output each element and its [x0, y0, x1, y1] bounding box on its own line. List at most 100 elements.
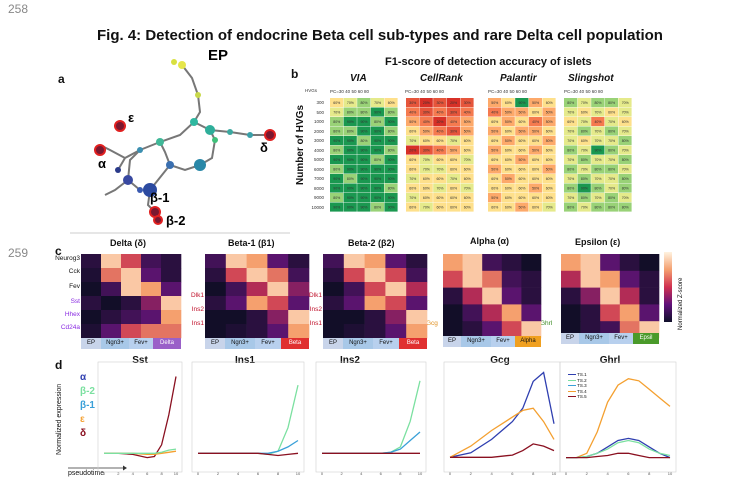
hvg-tick: 5000	[313, 157, 324, 162]
f1-cell	[406, 136, 420, 146]
f1-cell	[419, 155, 433, 165]
f1-cell-label: 60%	[423, 139, 430, 143]
f1-cell	[542, 117, 556, 127]
heatmap-cell	[600, 254, 621, 272]
f1-cell	[433, 155, 447, 165]
f1-cell	[577, 202, 591, 212]
f1-cell-label: 60%	[409, 158, 416, 162]
gene-title-ins2: Ins2	[339, 355, 360, 366]
heatmap-cell	[246, 268, 268, 283]
group-ngn3: Ngn3+	[461, 336, 491, 347]
f1-cell	[577, 126, 591, 136]
f1-cell	[604, 136, 618, 146]
f1-cell	[488, 107, 502, 117]
heatmap-cell	[141, 254, 162, 269]
f1-cell-label: 70%	[622, 149, 629, 153]
f1-cell	[577, 117, 591, 127]
f1-cell	[501, 155, 515, 165]
f1-cell-label: 90%	[360, 206, 367, 210]
group-fev: Fev+	[373, 338, 399, 349]
f1-cell-label: 60%	[464, 149, 471, 153]
f1-cell-label: 60%	[546, 130, 553, 134]
f1-cell	[460, 136, 474, 146]
f1-cell	[564, 126, 578, 136]
f1-cell-label: 50%	[518, 158, 525, 162]
heatmap-cell	[462, 321, 483, 339]
f1-cell-label: 60%	[581, 111, 588, 115]
zscore-colorbar	[664, 252, 672, 322]
heatmap-cell	[121, 282, 142, 297]
group-delta: Delta	[153, 338, 181, 349]
f1-cell-label: 60%	[491, 139, 498, 143]
heatmap-cell	[482, 254, 503, 272]
f1-cell-label: 70%	[450, 177, 457, 181]
heatmap-cell	[288, 324, 310, 339]
f1-cell-label: 70%	[608, 187, 615, 191]
f1-cell-label: 80%	[608, 206, 615, 210]
f1-cell-label: 60%	[436, 158, 443, 162]
f1-cell-label: 60%	[491, 177, 498, 181]
heatmap-cell	[639, 304, 660, 322]
f1-cell	[343, 98, 357, 108]
x-tick-label: 0	[449, 471, 452, 476]
row-label-cd24a: Cd24a	[60, 324, 80, 331]
gene-title-sst: Sst	[132, 355, 148, 366]
heatmap-cell	[462, 270, 483, 288]
heatmap-cell	[288, 268, 310, 283]
f1-cell-label: 70%	[567, 177, 574, 181]
heatmap-cell	[406, 324, 428, 339]
heatmap-cell	[121, 310, 142, 325]
f1-cell	[406, 155, 420, 165]
group-ngn3: Ngn3+	[343, 338, 373, 349]
f1-cell	[501, 164, 515, 174]
f1-cell-label: 70%	[464, 158, 471, 162]
f1-cell	[384, 98, 398, 108]
f1-cell	[370, 145, 384, 155]
f1-cell	[460, 174, 474, 184]
f1-cell	[330, 174, 344, 184]
heatmap-cell	[639, 287, 660, 305]
f1-cell	[604, 174, 618, 184]
heatmap-cell	[521, 254, 542, 272]
label-beta2: β-2	[166, 213, 186, 228]
f1-cell-label: 50%	[532, 130, 539, 134]
f1-cell-label: 50%	[518, 111, 525, 115]
f1-cell-label: 60%	[491, 120, 498, 124]
f1-cell	[591, 136, 605, 146]
f1-title: F1-score of detection accuracy of islets	[385, 56, 592, 68]
f1-cell-label: 60%	[505, 196, 512, 200]
f1-cell-label: 60%	[450, 158, 457, 162]
expression-line-plots: 0 2 4 6 8 10 0 2 4 6 8 10 0 2 4 6 8 10 0 2 4 6 8 10 0 2 4 6 8 10	[97, 361, 677, 476]
f1-cell-label: 40%	[464, 111, 471, 115]
heatmap-cell	[81, 282, 102, 297]
f1-cell-label: 70%	[567, 111, 574, 115]
f1-cell-label: 80%	[567, 168, 574, 172]
f1-cell	[433, 98, 447, 108]
heatmap-cell	[121, 254, 142, 269]
f1-cell-label: 60%	[505, 168, 512, 172]
f1-cell-label: 80%	[581, 177, 588, 181]
f1-cell-label: 40%	[594, 120, 601, 124]
f1-cell-label: 80%	[333, 130, 340, 134]
f1-cell	[433, 117, 447, 127]
f1-cell	[604, 164, 618, 174]
f1-cell-label: 30%	[423, 111, 430, 115]
f1-cell	[542, 193, 556, 203]
group-fev: Fev+	[609, 333, 633, 344]
f1-cell-label: 30%	[450, 130, 457, 134]
x-tick-label: 2	[586, 471, 589, 476]
f1-cell-label: 50%	[546, 168, 553, 172]
f1-cell-label: 60%	[546, 177, 553, 181]
f1-cell	[528, 164, 542, 174]
panel-label-b: b	[291, 67, 299, 81]
f1-cell	[591, 126, 605, 136]
f1-cell-label: 70%	[608, 120, 615, 124]
heatmap-cell	[521, 287, 542, 305]
f1-cell-label: 60%	[491, 187, 498, 191]
f1-cell-label: 60%	[409, 206, 416, 210]
f1-cell	[515, 174, 529, 184]
heatmap-cell	[482, 287, 503, 305]
group-fev: Fev+	[491, 336, 515, 347]
f1-cell	[370, 126, 384, 136]
x-tick-label: 6	[257, 471, 260, 476]
